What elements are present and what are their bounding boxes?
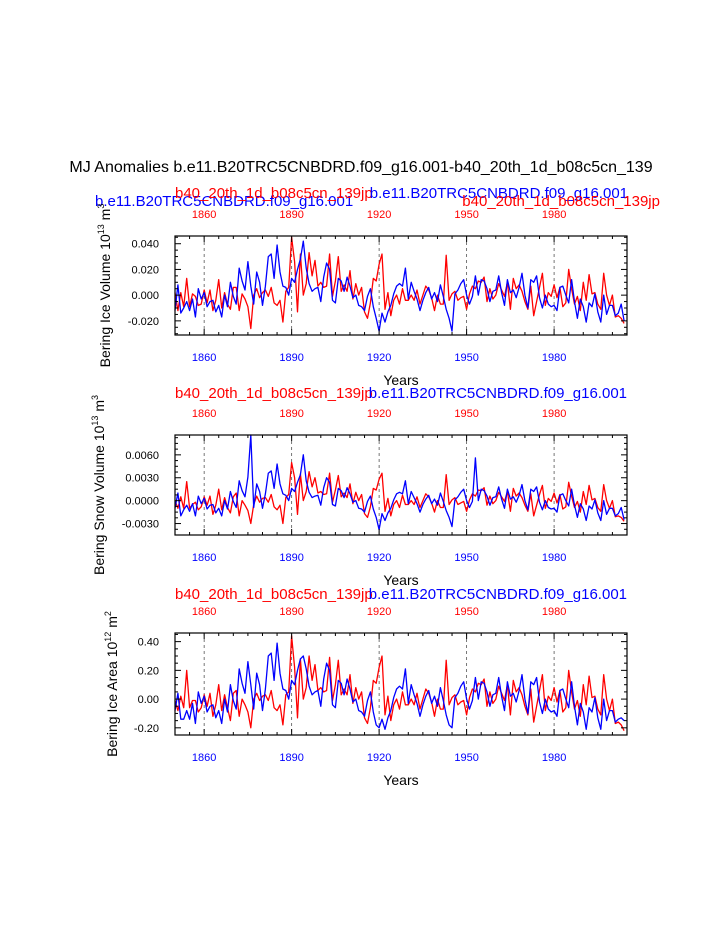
plot-frame [174,434,628,536]
y-axis-title-unit: m [91,400,107,416]
x-tick-label-top: 1860 [192,209,216,221]
x-tick-label-bottom: 1920 [367,552,391,564]
x-tick-label-top: 1950 [454,606,478,618]
panel-ice-area: b40_20th_1d_b08c5cn_139jpb.e11.B20TRC5CN… [103,586,628,788]
x-tick-label-top: 1860 [192,606,216,618]
series-line-red [174,635,625,731]
y-axis-title: Bering Snow Volume 1013 m3 [90,395,107,575]
y-tick-label: 0.040 [131,239,159,251]
x-tick-label-top: 1890 [279,408,303,420]
x-tick-label-bottom: 1890 [279,352,303,364]
panel-title-red: b40_20th_1d_b08c5cn_139jp [175,385,373,402]
y-tick-label: -0.0030 [122,519,159,531]
y-tick-label: 0.0030 [125,473,159,485]
x-tick-label-bottom: 1860 [192,552,216,564]
y-axis-title: Bering Ice Volume 1013 m3 [96,204,113,368]
series-line-blue [174,240,625,332]
y-axis-title: Bering Ice Area 1012 m2 [103,611,120,757]
overlap-run-labels: b.e11.B20TRC5CNBDRD.f09_g16.001 b40_20th… [95,185,660,210]
y-axis-title-exponent: 13 [90,416,100,426]
panel-title-blue: b.e11.B20TRC5CNBDRD.f09_g16.001 [369,586,627,603]
x-tick-label-top: 1950 [454,209,478,221]
x-tick-label-bottom: 1980 [542,752,566,764]
x-tick-label-top: 1920 [367,408,391,420]
y-tick-label: 0.00 [138,694,159,706]
x-tick-label-bottom: 1890 [279,552,303,564]
x-tick-label-bottom: 1980 [542,552,566,564]
plot-frame [174,632,628,736]
plot-frame [174,235,628,336]
y-tick-label: 0.40 [138,637,159,649]
y-axis-title-exponent: 13 [96,224,106,234]
x-tick-label-top: 1920 [367,209,391,221]
series-line-red [174,236,625,330]
series-line-blue [174,642,625,730]
y-axis-title-unit: m [97,209,113,225]
y-tick-label: 0.0000 [125,496,159,508]
x-tick-label-top: 1980 [542,408,566,420]
x-tick-label-bottom: 1890 [279,752,303,764]
y-tick-label: -0.20 [134,723,159,735]
x-tick-label-bottom: 1980 [542,352,566,364]
y-axis-title-unit-exponent: 3 [90,395,100,400]
run-label-blue-left: b.e11.B20TRC5CNBDRD.f09_g16.001 [95,193,353,210]
y-tick-label: 0.020 [131,264,159,276]
x-tick-label-top: 1890 [279,209,303,221]
x-tick-label-bottom: 1860 [192,752,216,764]
y-axis-title-text: Bering Ice Area 10 [104,641,120,756]
x-tick-label-bottom: 1920 [367,752,391,764]
x-tick-label-top: 1860 [192,408,216,420]
x-tick-label-top: 1950 [454,408,478,420]
series-line-red [174,461,625,525]
run-label-red-right: b40_20th_1d_b08c5cn_139jp [462,193,660,210]
y-axis-title-text: Bering Ice Volume 10 [97,234,113,367]
y-tick-label: 0.20 [138,665,159,677]
x-tick-label-top: 1920 [367,606,391,618]
x-tick-label-top: 1980 [542,606,566,618]
series-line-blue [174,434,625,531]
run-label-blue-right: b.e11.B20TRC5CNBDRD.f09_g16.001 [370,185,628,202]
x-tick-label-bottom: 1920 [367,352,391,364]
x-tick-label-bottom: 1950 [454,352,478,364]
panel-snow-volume: b40_20th_1d_b08c5cn_139jpb.e11.B20TRC5CN… [90,385,628,588]
y-tick-label: -0.020 [128,316,159,328]
x-axis-title: Years [383,572,418,588]
y-axis-title-unit: m [104,616,120,632]
x-tick-label-top: 1890 [279,606,303,618]
panel-title-red: b40_20th_1d_b08c5cn_139jp [175,586,373,603]
y-tick-label: 0.000 [131,290,159,302]
run-label-red-left: b40_20th_1d_b08c5cn_139jp [175,185,373,202]
x-tick-label-bottom: 1950 [454,752,478,764]
x-tick-label-top: 1980 [542,209,566,221]
x-axis-title: Years [383,372,418,388]
x-tick-label-bottom: 1860 [192,352,216,364]
x-tick-label-bottom: 1950 [454,552,478,564]
y-axis-title-exponent: 12 [103,632,113,642]
x-axis-title: Years [383,772,418,788]
y-axis-title-unit-exponent: 3 [96,204,106,209]
panel-title-blue: b.e11.B20TRC5CNBDRD.f09_g16.001 [369,385,627,402]
y-axis-title-text: Bering Snow Volume 10 [91,425,107,575]
y-axis-title-unit-exponent: 2 [103,611,113,616]
panel-ice-volume: 1860 1860 1890 1890 1920 1920 1950 1950 1980 1980… [96,204,628,388]
main-title: MJ Anomalies b.e11.B20TRC5CNBDRD.f09_g16… [69,159,652,176]
y-tick-label: 0.0060 [125,450,159,462]
